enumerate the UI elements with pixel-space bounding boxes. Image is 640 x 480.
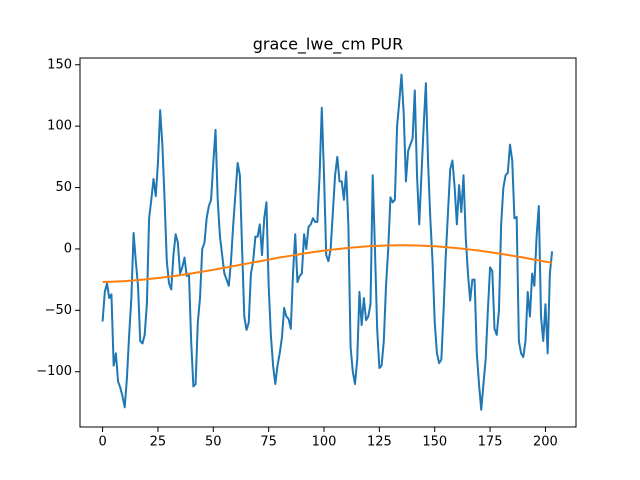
y-tick-label: 50 <box>55 180 72 195</box>
x-tick-label: 0 <box>98 435 106 450</box>
x-tick-label: 200 <box>533 435 558 450</box>
data-line <box>101 73 554 411</box>
y-tick-label: 150 <box>47 57 72 72</box>
x-tick-label: 50 <box>205 435 222 450</box>
x-tick-label: 175 <box>478 435 503 450</box>
x-tick-label: 25 <box>150 435 167 450</box>
y-tick-label: 0 <box>64 241 72 256</box>
data-line <box>102 244 553 283</box>
y-tick-label: −50 <box>45 303 72 318</box>
x-tick-label: 150 <box>422 435 447 450</box>
x-tick-label: 100 <box>312 435 337 450</box>
y-tick-label: 100 <box>47 119 72 134</box>
y-tick-label: −100 <box>36 364 72 379</box>
x-tick-label: 125 <box>367 435 392 450</box>
plot-frame <box>79 57 577 428</box>
chart-title: grace_lwe_cm PUR <box>253 35 404 55</box>
x-tick-label: 75 <box>260 435 277 450</box>
